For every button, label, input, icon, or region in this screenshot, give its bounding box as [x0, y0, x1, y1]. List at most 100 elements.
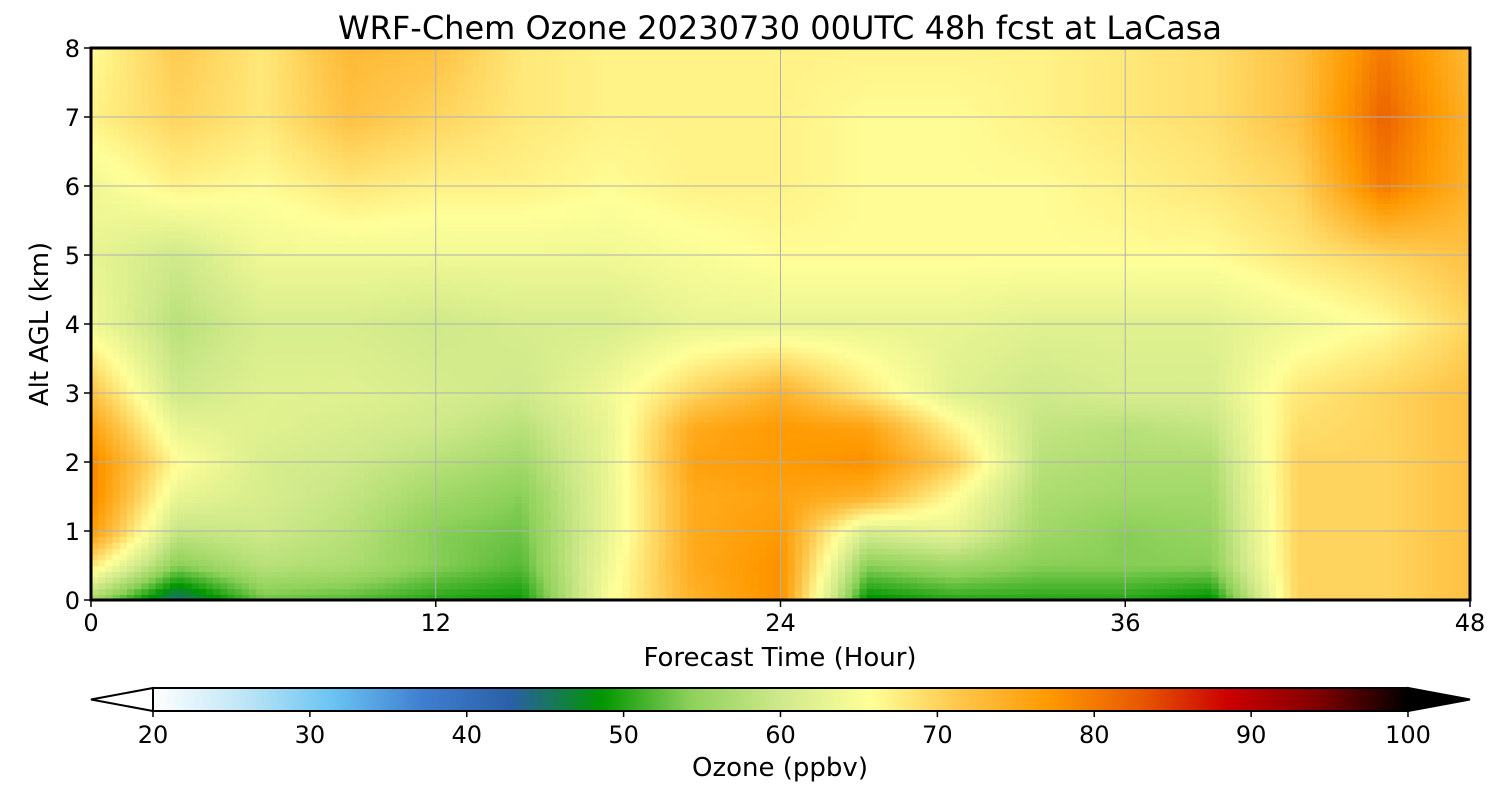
heatmap-cell [1369, 536, 1378, 544]
heatmap-cell [421, 467, 430, 475]
heatmap-cell [1096, 496, 1105, 503]
heatmap-cell [529, 508, 537, 515]
heatmap-cell [1218, 462, 1227, 469]
heatmap-cell [1168, 496, 1177, 503]
heatmap-cell [134, 536, 142, 544]
heatmap-cell [1175, 502, 1184, 509]
heatmap-cell [1340, 479, 1349, 486]
heatmap-cell [529, 467, 537, 475]
heatmap-cell [521, 548, 530, 555]
heatmap-cell [1297, 594, 1306, 600]
heatmap-cell [744, 490, 753, 498]
heatmap-cell [1283, 450, 1292, 457]
heatmap-cell [802, 582, 810, 590]
heatmap-cell [672, 554, 681, 561]
heatmap-cell [1362, 496, 1371, 503]
heatmap-cell [1434, 513, 1442, 521]
heatmap-cell [1182, 582, 1191, 590]
heatmap-cell [773, 467, 782, 475]
heatmap-cell [845, 485, 853, 492]
heatmap-cell [1297, 519, 1306, 526]
heatmap-cell [1232, 513, 1241, 521]
heatmap-cell [1441, 462, 1450, 469]
heatmap-cell [1254, 571, 1263, 578]
heatmap-cell [723, 577, 731, 584]
heatmap-cell [586, 502, 595, 509]
heatmap-cell [1247, 479, 1256, 486]
heatmap-cell [205, 473, 214, 480]
heatmap-cell [830, 513, 839, 521]
heatmap-cell [507, 502, 516, 509]
heatmap-cell [1125, 554, 1134, 561]
heatmap-cell [1103, 502, 1112, 509]
heatmap-cell [1261, 577, 1270, 584]
heatmap-cell [1039, 588, 1047, 595]
heatmap-cell [328, 450, 336, 457]
heatmap-cell [1211, 571, 1220, 578]
heatmap-cell [335, 559, 343, 567]
heatmap-cell [177, 588, 185, 595]
heatmap-cell [1139, 559, 1148, 567]
heatmap-cell [593, 536, 602, 544]
heatmap-cell [945, 519, 954, 526]
heatmap-cell [213, 531, 221, 538]
heatmap-cell [256, 525, 264, 532]
heatmap-cell [1268, 473, 1277, 480]
heatmap-cell [1017, 467, 1026, 475]
heatmap-cell [1204, 548, 1213, 555]
heatmap-cell [1096, 473, 1105, 480]
heatmap-cell [227, 473, 236, 480]
heatmap-cell [1118, 542, 1126, 549]
heatmap-cell [335, 594, 343, 600]
heatmap-cell [995, 490, 1004, 498]
heatmap-cell [1168, 559, 1177, 567]
heatmap-cell [579, 577, 588, 584]
heatmap-cell [435, 548, 444, 555]
heatmap-cell [845, 513, 853, 521]
heatmap-cell [873, 525, 882, 532]
heatmap-cell [299, 571, 308, 578]
heatmap-cell [909, 519, 918, 526]
heatmap-cell [859, 508, 868, 515]
heatmap-cell [119, 565, 128, 572]
heatmap-cell [1189, 548, 1198, 555]
heatmap-cell [651, 542, 659, 549]
heatmap-cell [981, 565, 990, 572]
heatmap-cell [1153, 496, 1162, 503]
heatmap-cell [866, 554, 875, 561]
heatmap-cell [1240, 496, 1248, 503]
heatmap-cell [284, 559, 293, 567]
heatmap-cell [363, 582, 372, 590]
heatmap-cell [773, 490, 782, 498]
heatmap-cell [550, 502, 559, 509]
heatmap-cell [981, 594, 990, 600]
heatmap-cell [363, 456, 372, 463]
heatmap-cell [1297, 473, 1306, 480]
heatmap-cell [1046, 479, 1055, 486]
heatmap-cell [98, 508, 106, 515]
heatmap-cell [529, 588, 537, 595]
heatmap-cell [256, 582, 264, 590]
heatmap-cell [414, 536, 422, 544]
heatmap-cell [1276, 473, 1284, 480]
heatmap-cell [593, 525, 602, 532]
heatmap-cell [1110, 536, 1119, 544]
heatmap-cell [1017, 577, 1026, 584]
heatmap-cell [730, 594, 738, 600]
heatmap-cell [1297, 462, 1306, 469]
heatmap-cell [284, 502, 293, 509]
heatmap-cell [737, 479, 746, 486]
heatmap-cell [1096, 450, 1105, 457]
heatmap-cell [1060, 536, 1069, 544]
heatmap-cell [565, 577, 573, 584]
heatmap-cell [1426, 554, 1435, 561]
heatmap-cell [1261, 485, 1270, 492]
heatmap-cell [126, 456, 135, 463]
heatmap-cell [1218, 496, 1227, 503]
heatmap-cell [1110, 577, 1119, 584]
heatmap-cell [723, 571, 731, 578]
heatmap-cell [802, 485, 810, 492]
heatmap-cell [1039, 548, 1047, 555]
heatmap-cell [414, 554, 422, 561]
heatmap-cell [292, 548, 300, 555]
